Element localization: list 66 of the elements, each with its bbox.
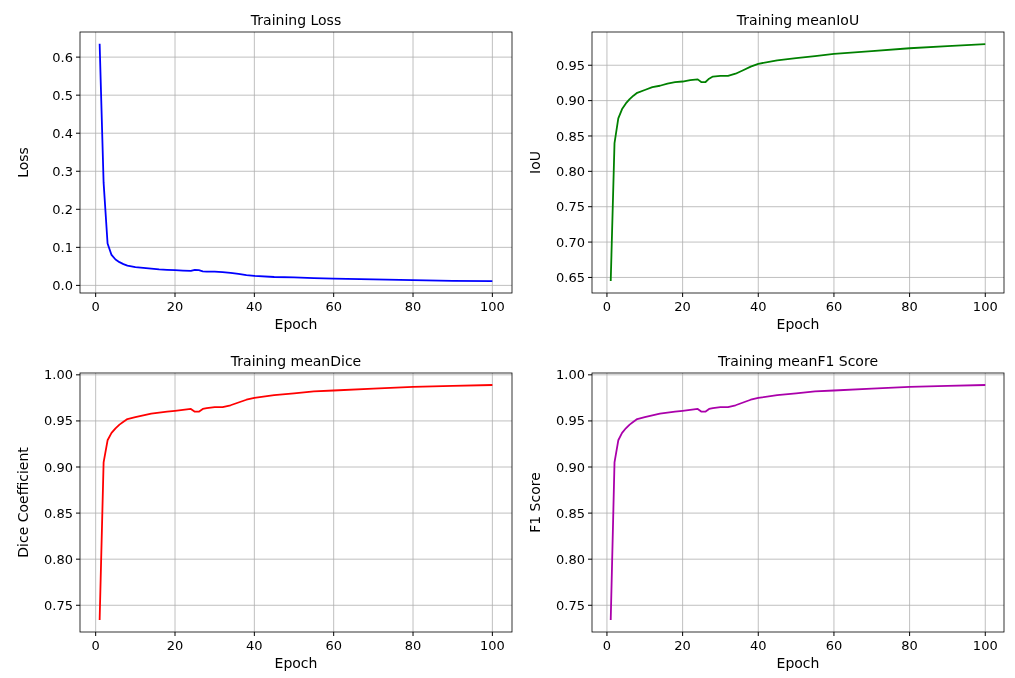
x-tick-label: 20	[166, 299, 184, 314]
x-tick-label: 100	[972, 299, 998, 314]
y-axis-title: IoU	[527, 151, 543, 174]
y-tick-label: 0.75	[556, 199, 585, 215]
y-tick-label: 0.85	[44, 505, 73, 521]
y-tick-label: 0.75	[44, 597, 73, 613]
y-tick-label: 0.90	[44, 459, 73, 475]
y-tick-label: 0.90	[556, 93, 585, 109]
line-series	[609, 384, 987, 621]
y-tick-label: 0.2	[52, 201, 73, 217]
x-tick-label: 80	[901, 299, 918, 314]
y-tick-label: 0.80	[44, 551, 73, 567]
x-tick-label: 40	[750, 299, 767, 314]
x-tick-label: 0	[91, 299, 100, 314]
x-tick-label: 80	[404, 299, 422, 314]
y-tick-label: 0.65	[556, 269, 585, 285]
y-tick-label: 0.95	[556, 57, 585, 73]
y-tick-label: 0.75	[556, 597, 585, 613]
x-axis-title: Epoch	[274, 655, 318, 671]
y-tick-label: 0.4	[52, 125, 73, 141]
x-tick-label: 40	[750, 638, 767, 653]
y-axis-title: Dice Coefficient	[15, 446, 31, 558]
x-tick-label: 40	[246, 638, 263, 653]
x-tick-label: 20	[166, 638, 184, 653]
y-tick-label: 0.90	[556, 459, 585, 475]
chart-title: Training meanDice	[229, 353, 362, 369]
x-tick-label: 40	[246, 299, 263, 314]
y-axis-title: Loss	[15, 147, 31, 178]
x-axis-title: Epoch	[274, 316, 318, 332]
x-axis-title: Epoch	[776, 316, 820, 332]
y-tick-label: 0.6	[52, 49, 73, 65]
y-tick-label: 0.95	[556, 413, 585, 429]
x-tick-label: 0	[602, 299, 612, 314]
y-axis-title: F1 Score	[527, 472, 543, 533]
x-tick-label: 80	[901, 638, 918, 653]
y-tick-label: 0.80	[556, 163, 585, 179]
chart-title: Training meanIoU	[735, 12, 860, 28]
x-tick-label: 100	[972, 638, 998, 653]
x-tick-label: 0	[91, 638, 100, 653]
x-tick-label: 100	[479, 299, 505, 314]
y-tick-label: 1.00	[44, 367, 73, 383]
x-tick-label: 80	[404, 638, 422, 653]
y-tick-label: 0.95	[44, 413, 73, 429]
x-tick-label: 60	[825, 299, 843, 314]
x-axis-title: Epoch	[776, 655, 820, 671]
line-series	[609, 43, 987, 282]
x-tick-label: 0	[602, 638, 612, 653]
line-series	[98, 42, 494, 283]
x-tick-label: 20	[674, 638, 691, 653]
y-tick-label: 0.1	[52, 239, 73, 255]
y-tick-label: 0.80	[556, 551, 585, 567]
chart-title: Training Loss	[249, 12, 342, 28]
x-tick-label: 20	[674, 299, 691, 314]
y-tick-label: 0.70	[556, 234, 585, 250]
x-tick-label: 60	[825, 638, 843, 653]
y-tick-label: 0.0	[52, 277, 73, 293]
y-tick-label: 0.3	[52, 163, 73, 179]
y-tick-label: 0.5	[52, 87, 73, 103]
x-tick-label: 60	[325, 638, 342, 653]
chart-title: Training meanF1 Score	[716, 353, 879, 369]
line-series	[98, 384, 494, 621]
y-tick-label: 1.00	[556, 367, 585, 383]
x-tick-label: 100	[479, 638, 505, 653]
x-tick-label: 60	[325, 299, 342, 314]
y-tick-label: 0.85	[556, 505, 585, 521]
y-tick-label: 0.85	[556, 128, 585, 144]
